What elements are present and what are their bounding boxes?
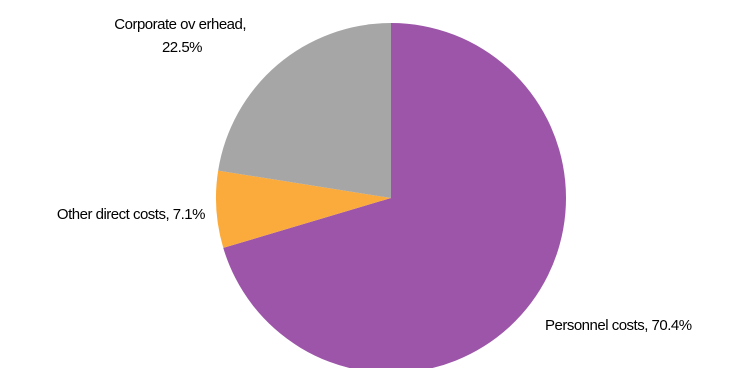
slice-label-other-direct-costs: Other direct costs, 7.1% — [57, 206, 205, 223]
pie-slice-personnel-costs — [223, 23, 566, 368]
pie-slice-corporate-overhead — [218, 22, 391, 199]
slice-label-corporate-overhead-line-1: Corporate ov erhead, — [114, 16, 246, 33]
slice-label-corporate-overhead-line-2: 22.5% — [162, 39, 202, 56]
slice-label-corporate-overhead: Corporate ov erhead, 22.5% — [114, 16, 249, 56]
pie-slice-other-direct-costs — [215, 170, 391, 248]
pie-slices — [215, 22, 566, 368]
slice-label-personnel-costs: Personnel costs, 70.4% — [545, 317, 692, 334]
